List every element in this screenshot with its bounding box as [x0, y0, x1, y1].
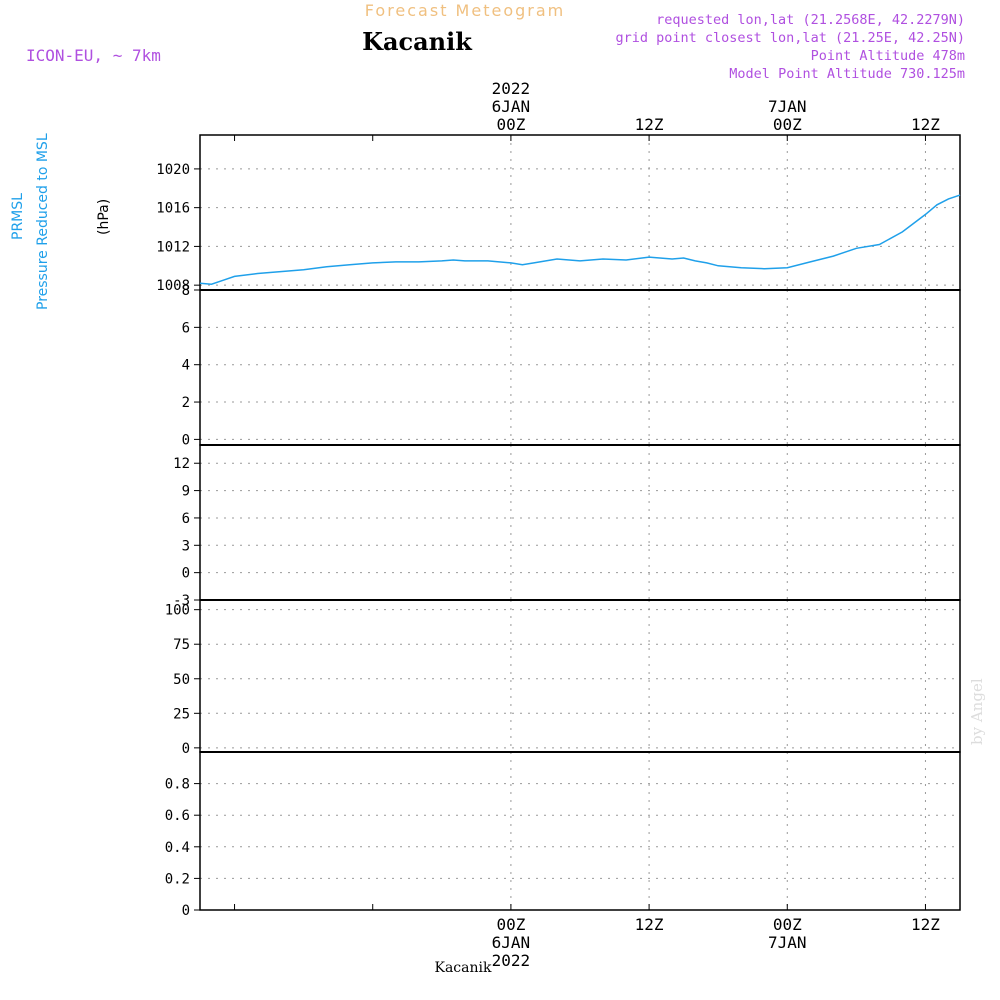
pressure-line	[199, 194, 961, 285]
bottom-date-label: 7JAN	[768, 933, 807, 952]
top-date-label: 2022	[492, 79, 531, 98]
ytick-label-precip: 0	[182, 903, 190, 919]
ytick-label-wind: 4	[182, 358, 190, 374]
ytick-label-temp: -3	[173, 593, 190, 609]
bottom-date-label: 00Z	[496, 915, 525, 934]
ytick-label-wind: 0	[182, 432, 190, 448]
ytick-label-precip: 0.8	[165, 777, 190, 793]
panel-frame-cloud	[199, 599, 961, 753]
ytick-label-cloud: 100	[165, 603, 190, 619]
ytick-label-temp: 9	[182, 484, 190, 500]
ytick-label-precip: 0.4	[165, 840, 190, 856]
bottom-date-label: 12Z	[635, 915, 664, 934]
ytick-label-pres: 1020	[156, 162, 190, 178]
top-date-label: 12Z	[911, 115, 940, 134]
top-date-label: 6JAN	[492, 97, 531, 116]
top-date-label: 12Z	[635, 115, 664, 134]
ytick-label-cloud: 50	[173, 672, 190, 688]
ytick-label-wind: 2	[182, 395, 190, 411]
panel-cloud: 0 25 50 75 100	[165, 599, 961, 757]
point-altitude: Point Altitude 478m	[811, 48, 965, 64]
ytick-label-cloud: 0	[182, 741, 190, 757]
top-date-label: 00Z	[773, 115, 802, 134]
bottom-date-label: 00Z	[773, 915, 802, 934]
ytick-label-temp: 0	[182, 566, 190, 582]
ytick-label-pres: 1008	[156, 278, 190, 294]
bottom-location: Kacanik	[435, 960, 492, 976]
top-date-label: 7JAN	[768, 97, 807, 116]
model-altitude: Model Point Altitude 730.125m	[729, 66, 965, 82]
super-title: Forecast Meteogram	[365, 1, 565, 20]
pressure-axis-label-3: (hPa)	[96, 199, 112, 235]
ytick-label-precip: 0.2	[165, 871, 190, 887]
ytick-label-wind: 8	[182, 283, 190, 299]
watermark: by Angel	[968, 678, 986, 745]
grid-point-coords: grid point closest lon,lat (21.25E, 42.2…	[616, 30, 966, 46]
bottom-date-label: 12Z	[911, 915, 940, 934]
pressure-axis-label-1: PRMSL	[10, 193, 26, 240]
ytick-label-pres: 1016	[156, 201, 190, 217]
ytick-label-pres: 1012	[156, 239, 190, 255]
model-label: ICON-EU, ~ 7km	[26, 46, 161, 65]
panel-frame-temp	[199, 444, 961, 601]
ytick-label-temp: 12	[173, 456, 190, 472]
ytick-label-cloud: 75	[173, 637, 190, 653]
top-date-label: 00Z	[496, 115, 525, 134]
panel-precip: 0 0.2 0.4 0.6 0.8	[165, 751, 961, 919]
panel-frame-precip	[199, 751, 961, 911]
pressure-axis-label-2: Pressure Reduced to MSL	[35, 133, 51, 310]
bottom-date-label: 6JAN	[492, 933, 531, 952]
bottom-date-label: 2022	[492, 951, 531, 970]
ytick-label-precip: 0.6	[165, 808, 190, 824]
panel-frame-pres	[199, 134, 961, 291]
panel-temp: -3 0 3 6 9 12	[173, 444, 961, 609]
ytick-label-cloud: 25	[173, 706, 190, 722]
panel-wind: 0 2 4 6 8	[182, 283, 961, 448]
requested-coords: requested lon,lat (21.2568E, 42.2279N)	[656, 12, 965, 28]
location-title: Kacanik	[362, 27, 473, 56]
ytick-label-wind: 6	[182, 320, 190, 336]
ytick-label-temp: 6	[182, 511, 190, 527]
panel-frame-wind	[199, 289, 961, 446]
panel-pres: 1008 1012 1016 1020	[156, 134, 961, 294]
ytick-label-temp: 3	[182, 538, 190, 554]
